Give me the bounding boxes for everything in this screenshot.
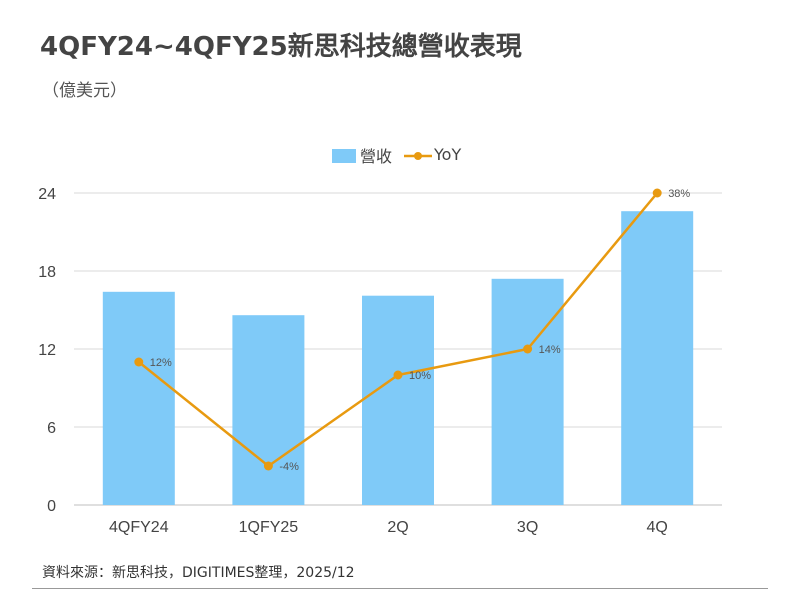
x-category-label: 4Q <box>647 519 668 536</box>
labels: 0 6 12 18 24 4QFY24 1QFY25 2Q 3Q 4Q 12% -4% 10% 14% 38… <box>38 186 690 536</box>
yoy-point <box>393 370 403 380</box>
y-tick-label: 18 <box>38 264 56 281</box>
bar <box>232 315 305 505</box>
legend-label-revenue: 營收 <box>360 147 392 166</box>
bottom-divider <box>32 588 768 589</box>
chart-subtitle: （億美元） <box>42 81 127 101</box>
bar <box>102 291 175 505</box>
x-category-label: 3Q <box>517 519 538 536</box>
x-category-label: 4QFY24 <box>109 519 169 536</box>
x-category-label: 2Q <box>387 519 408 536</box>
yoy-point <box>134 357 144 367</box>
bar-series <box>102 211 694 505</box>
yoy-data-label: 14% <box>539 344 561 356</box>
y-tick-label: 24 <box>38 186 56 203</box>
y-tick-label: 12 <box>38 342 56 359</box>
yoy-data-label: 12% <box>150 357 172 369</box>
bar <box>491 278 564 505</box>
y-tick-label: 6 <box>47 420 56 437</box>
legend-swatch-marker <box>414 152 422 160</box>
legend-swatch-bar <box>332 149 356 163</box>
yoy-data-label: 38% <box>668 188 690 200</box>
x-category-label: 1QFY25 <box>239 519 299 536</box>
chart-title: 4QFY24~4QFY25新思科技總營收表現 <box>40 32 522 62</box>
line-series <box>134 188 662 471</box>
bar <box>621 211 694 505</box>
source-note: 資料來源：新思科技，DIGITIMES整理，2025/12 <box>42 565 355 581</box>
yoy-data-label: 10% <box>409 370 431 382</box>
legend: 營收 YoY <box>332 145 461 166</box>
y-tick-label: 0 <box>47 498 56 515</box>
yoy-point <box>263 461 273 471</box>
yoy-point <box>652 188 662 198</box>
yoy-data-label: -4% <box>279 461 299 473</box>
yoy-point <box>523 344 533 354</box>
bar <box>362 295 434 505</box>
legend-label-yoy: YoY <box>433 145 461 164</box>
